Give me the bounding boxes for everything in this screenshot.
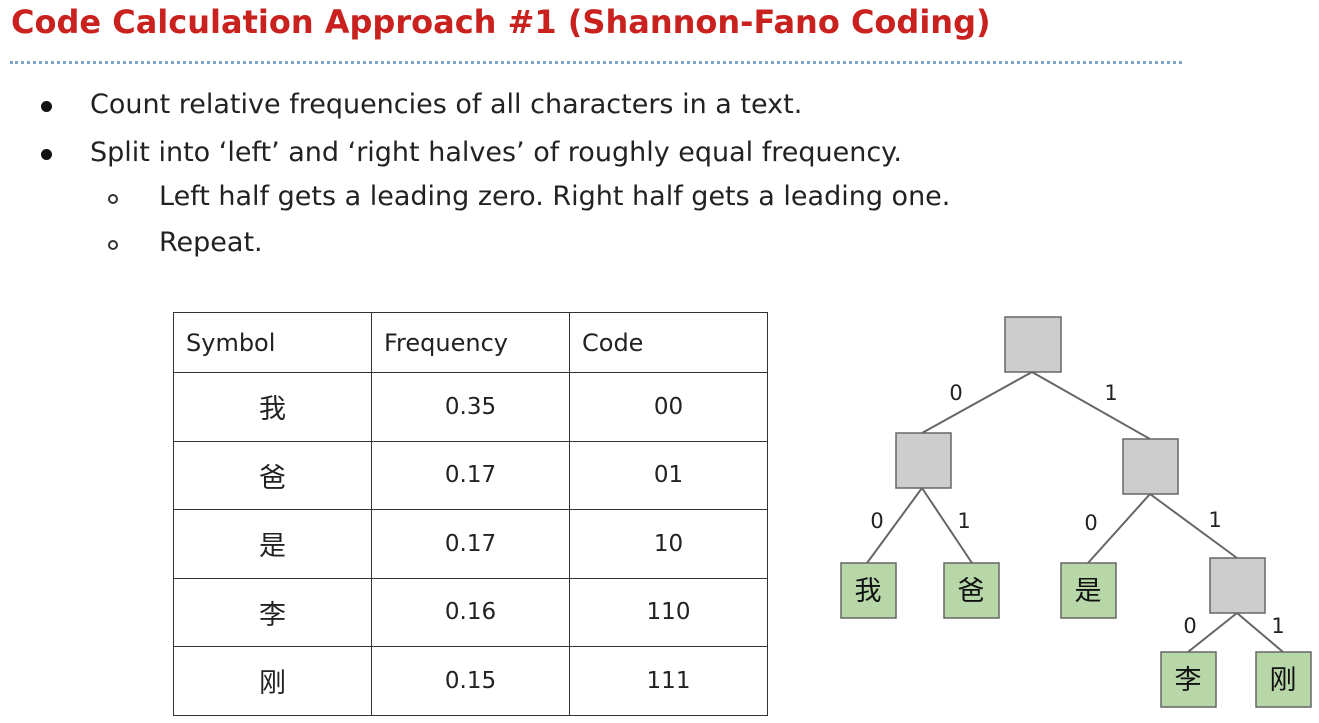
tree-leaf-label: 是 <box>1075 576 1102 607</box>
symbol-cell: 刚 <box>173 646 372 716</box>
sub-bullet-marker <box>108 194 118 204</box>
symbol-cell: 是 <box>173 509 372 579</box>
tree-leaf-node <box>1255 651 1312 708</box>
code-cell: 01 <box>569 440 768 510</box>
edge-label-one: 1 <box>1104 381 1117 405</box>
tree-root-node <box>1004 316 1062 373</box>
table-row: 李 0.16 110 <box>173 577 768 647</box>
symbol-cell: 李 <box>173 577 372 647</box>
tree-leaf-node <box>943 562 1000 619</box>
tree-leaf-node <box>1060 562 1117 619</box>
edge-label-zero: 0 <box>870 509 883 533</box>
frequency-cell: 0.35 <box>371 372 570 442</box>
tree-edge <box>921 487 973 564</box>
tree-edge <box>1087 493 1151 564</box>
bullet-marker <box>41 149 52 160</box>
tree-edge <box>1187 612 1238 653</box>
code-cell: 110 <box>569 577 768 647</box>
tree-leaf-node <box>840 562 897 619</box>
tree-leaf-label: 我 <box>855 576 882 607</box>
slide-title: Code Calculation Approach #1 (Shannon-Fa… <box>11 3 991 41</box>
frequency-table: Symbol Frequency Code 我 0.35 00 爸 0.17 0… <box>173 312 768 716</box>
table-row: 我 0.35 00 <box>173 372 768 442</box>
tree-edge <box>866 487 923 564</box>
tree-internal-node <box>1122 438 1179 495</box>
sub-bullet-item: Repeat. <box>159 227 263 258</box>
tree-leaf-label: 爸 <box>958 576 985 607</box>
bullet-item: Count relative frequencies of all charac… <box>90 89 803 120</box>
frequency-cell: 0.15 <box>371 646 570 716</box>
tree-leaf-label: 李 <box>1175 665 1202 696</box>
header-frequency: Frequency <box>371 312 570 373</box>
edge-label-one: 1 <box>957 509 970 533</box>
tree-edge <box>1236 612 1284 653</box>
code-cell: 00 <box>569 372 768 442</box>
code-cell: 10 <box>569 509 768 579</box>
symbol-cell: 我 <box>173 372 372 442</box>
edge-label-one: 1 <box>1208 508 1221 532</box>
code-cell: 111 <box>569 646 768 716</box>
tree-edge <box>921 371 1033 434</box>
table-row: 爸 0.17 01 <box>173 440 768 510</box>
tree-edge <box>1149 493 1238 559</box>
tree-edges <box>866 371 1284 653</box>
bullet-item: Split into ‘left’ and ‘right halves’ of … <box>90 137 902 168</box>
sub-bullet-marker <box>108 240 118 250</box>
sub-bullet-item: Left half gets a leading zero. Right hal… <box>159 181 951 212</box>
tree-internal-node <box>895 432 952 489</box>
edge-label-zero: 0 <box>1084 511 1097 535</box>
frequency-cell: 0.16 <box>371 577 570 647</box>
tree-edge <box>1031 371 1151 440</box>
tree-edge-labels: 0 1 0 1 0 1 0 1 <box>870 381 1284 638</box>
table-row: 刚 0.15 111 <box>173 646 768 716</box>
title-divider <box>10 61 1182 64</box>
frequency-cell: 0.17 <box>371 440 570 510</box>
table-header-row: Symbol Frequency Code <box>173 312 768 373</box>
edge-label-zero: 0 <box>949 381 962 405</box>
edge-label-one: 1 <box>1271 614 1284 638</box>
tree-internal-nodes <box>895 316 1266 614</box>
tree-leaf-labels: 我 爸 是 李 刚 <box>855 576 1297 696</box>
tree-leaf-label: 刚 <box>1270 665 1297 696</box>
tree-internal-node <box>1209 557 1266 614</box>
frequency-cell: 0.17 <box>371 509 570 579</box>
tree-leaf-node <box>1160 651 1217 708</box>
table-row: 是 0.17 10 <box>173 509 768 579</box>
symbol-cell: 爸 <box>173 440 372 510</box>
tree-leaf-nodes <box>840 562 1312 708</box>
header-symbol: Symbol <box>173 312 372 373</box>
edge-label-zero: 0 <box>1183 614 1196 638</box>
bullet-marker <box>41 101 52 112</box>
header-code: Code <box>569 312 768 373</box>
